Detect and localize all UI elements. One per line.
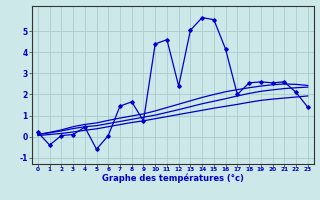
- X-axis label: Graphe des températures (°c): Graphe des températures (°c): [102, 174, 244, 183]
